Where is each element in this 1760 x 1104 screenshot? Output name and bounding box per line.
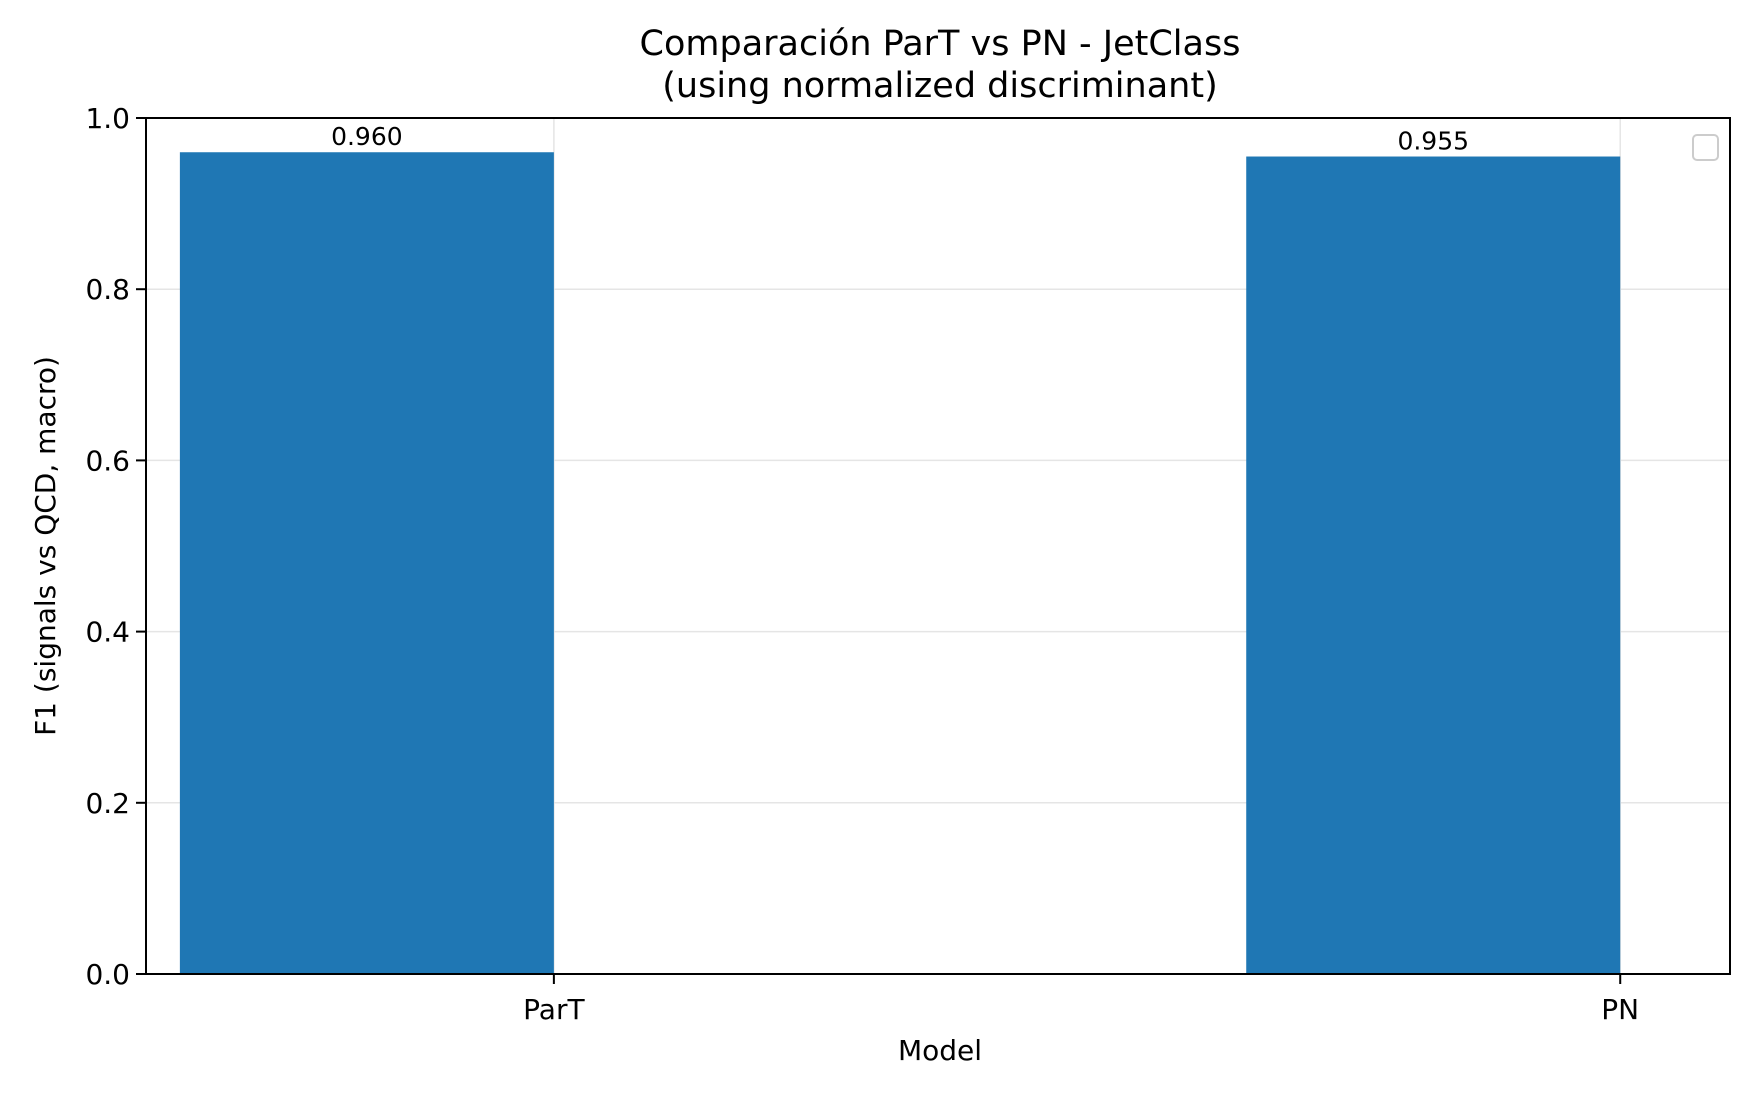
bar-part bbox=[179, 152, 554, 975]
legend-box bbox=[1692, 134, 1719, 161]
chart-title: Comparación ParT vs PN - JetClass bbox=[640, 24, 1241, 64]
bars bbox=[179, 152, 1621, 975]
data-label: 0.960 bbox=[331, 122, 403, 151]
x-axis-ticks: ParT PN bbox=[523, 974, 1639, 1026]
plot-frame bbox=[145, 117, 1731, 975]
bar-pn bbox=[1246, 156, 1621, 974]
y-tick-label: 1.0 bbox=[85, 102, 130, 135]
data-label: 0.955 bbox=[1397, 127, 1469, 156]
y-tick-label: 0.4 bbox=[85, 616, 130, 649]
y-axis-ticks: 0.0 0.2 0.4 0.6 0.8 1.0 bbox=[85, 102, 146, 991]
chart-subtitle: (using normalized discriminant) bbox=[662, 66, 1217, 106]
y-axis-label: F1 (signals vs QCD, macro) bbox=[29, 356, 62, 736]
x-tick-label: PN bbox=[1601, 993, 1639, 1026]
y-tick-label: 0.2 bbox=[85, 787, 130, 820]
y-tick-label: 0.6 bbox=[85, 444, 130, 477]
y-tick-label: 0.8 bbox=[85, 273, 130, 306]
x-tick-label: ParT bbox=[523, 993, 585, 1026]
data-labels: 0.960 0.955 bbox=[331, 122, 1469, 155]
x-axis-label: Model bbox=[898, 1034, 982, 1067]
y-tick-label: 0.0 bbox=[85, 958, 130, 991]
